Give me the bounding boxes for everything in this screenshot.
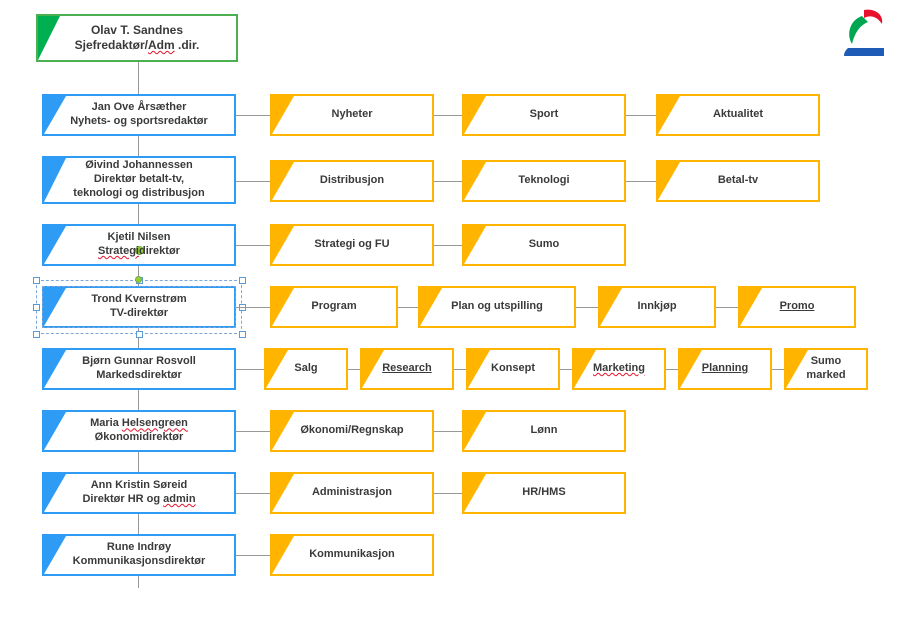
department-node: Lønn — [462, 410, 626, 452]
department-node: Administrasjon — [270, 472, 434, 514]
department-node: Konsept — [466, 348, 560, 390]
department-node: Betal-tv — [656, 160, 820, 202]
department-node: Aktualitet — [656, 94, 820, 136]
connector — [434, 245, 462, 246]
connector — [236, 307, 270, 308]
connector — [348, 369, 360, 370]
org-chart: Olav T. SandnesSjefredaktør/Adm .dir. Jan… — [0, 0, 899, 637]
connector — [434, 431, 462, 432]
director-node: Ann Kristin SøreidDirektør HR og admin — [42, 472, 236, 514]
connector — [236, 431, 270, 432]
connector — [236, 115, 270, 116]
connector — [454, 369, 466, 370]
department-node: Promo — [738, 286, 856, 328]
tv2-logo — [844, 8, 884, 56]
department-node: Distribusjon — [270, 160, 434, 202]
connector — [576, 307, 598, 308]
director-node: Kjetil NilsenStrategidirektør — [42, 224, 236, 266]
department-node: Strategi og FU — [270, 224, 434, 266]
connector — [626, 115, 656, 116]
department-node: Marketing — [572, 348, 666, 390]
selection-handle[interactable] — [239, 331, 246, 338]
selection-handle[interactable] — [33, 331, 40, 338]
department-node: Økonomi/Regnskap — [270, 410, 434, 452]
root-node: Olav T. SandnesSjefredaktør/Adm .dir. — [36, 14, 238, 62]
selection-handle[interactable] — [33, 304, 40, 311]
director-node: Maria HelsengreenØkonomidirektør — [42, 410, 236, 452]
department-node: Research — [360, 348, 454, 390]
connector — [434, 115, 462, 116]
rotation-anchor[interactable] — [135, 276, 142, 283]
department-node: Salg — [264, 348, 348, 390]
connector — [772, 369, 784, 370]
department-node: Innkjøp — [598, 286, 716, 328]
department-node: Plan og utspilling — [418, 286, 576, 328]
connector — [716, 307, 738, 308]
connector — [236, 555, 270, 556]
director-node: Bjørn Gunnar RosvollMarkedsdirektør — [42, 348, 236, 390]
department-node: Sumo — [462, 224, 626, 266]
director-node: Rune IndrøyKommunikasjonsdirektør — [42, 534, 236, 576]
connector — [236, 245, 270, 246]
connector — [434, 181, 462, 182]
director-node: Øivind JohannessenDirektør betalt-tv,tek… — [42, 156, 236, 204]
connector — [434, 493, 462, 494]
connector — [626, 181, 656, 182]
connector — [666, 369, 678, 370]
department-node: Teknologi — [462, 160, 626, 202]
director-node: Jan Ove ÅrsætherNyhets- og sportsredaktø… — [42, 94, 236, 136]
department-node: Sport — [462, 94, 626, 136]
connector — [236, 181, 270, 182]
department-node: Nyheter — [270, 94, 434, 136]
department-node: Kommunikasjon — [270, 534, 434, 576]
director-node: Trond KvernstrømTV-direktør — [42, 286, 236, 328]
connector — [560, 369, 572, 370]
selection-handle[interactable] — [239, 277, 246, 284]
connector — [236, 493, 270, 494]
connector — [398, 307, 418, 308]
department-node: Planning — [678, 348, 772, 390]
department-node: Sumomarked — [784, 348, 868, 390]
department-node: Program — [270, 286, 398, 328]
selection-handle[interactable] — [136, 331, 143, 338]
connector — [236, 369, 264, 370]
selection-handle[interactable] — [33, 277, 40, 284]
department-node: HR/HMS — [462, 472, 626, 514]
